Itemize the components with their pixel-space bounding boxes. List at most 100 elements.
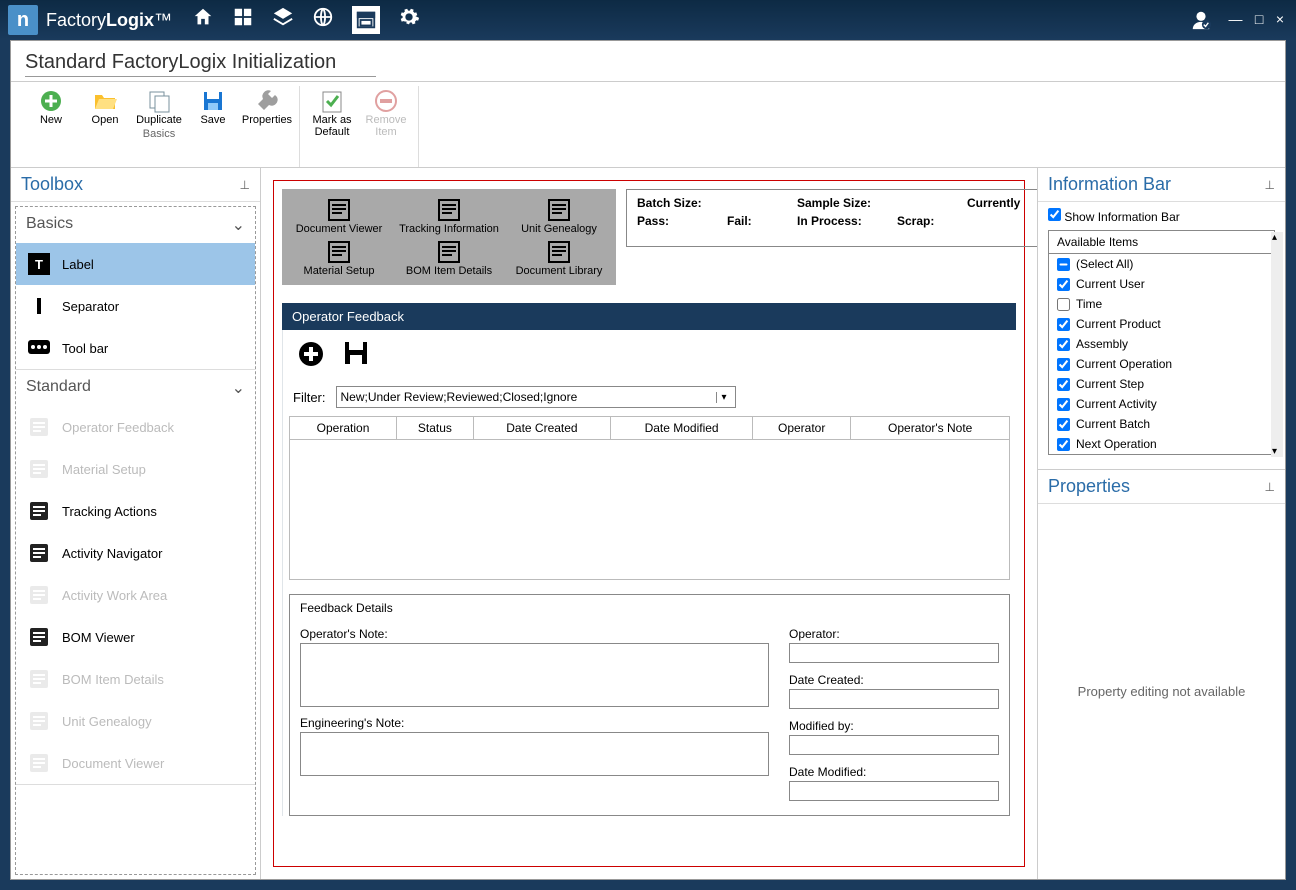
item-label: BOM Item Details bbox=[62, 672, 164, 687]
op-note-input[interactable] bbox=[300, 643, 769, 707]
feedback-details: Feedback Details Operator's Note: Engine… bbox=[289, 594, 1010, 816]
grey-item-document-library[interactable]: Document Library bbox=[504, 237, 614, 279]
remove-item-label: Remove Item bbox=[360, 114, 412, 138]
grey-item-document-viewer[interactable]: Document Viewer bbox=[284, 195, 394, 237]
toolbox-item-label[interactable]: TLabel bbox=[16, 243, 255, 285]
pin-icon[interactable]: ⊥ bbox=[1265, 480, 1275, 494]
date-modified-input[interactable] bbox=[789, 781, 999, 801]
grid-icon[interactable] bbox=[232, 6, 254, 28]
app-name-a: Factory bbox=[46, 10, 106, 30]
avail-item-current-activity[interactable]: Current Activity bbox=[1049, 394, 1274, 414]
toolbox-item-tracking-actions[interactable]: Tracking Actions bbox=[16, 490, 255, 532]
layers-icon[interactable] bbox=[272, 6, 294, 28]
section-basics-head[interactable]: Basics⌄ bbox=[16, 207, 255, 243]
item-icon bbox=[546, 197, 572, 223]
toolbox-item-unit-genealogy: Unit Genealogy bbox=[16, 700, 255, 742]
toolbox-item-bom-viewer[interactable]: BOM Viewer bbox=[16, 616, 255, 658]
toolbox-item-activity-navigator[interactable]: Activity Navigator bbox=[16, 532, 255, 574]
col-date-modified[interactable]: Date Modified bbox=[611, 417, 753, 440]
col-status[interactable]: Status bbox=[397, 417, 474, 440]
separator-icon bbox=[28, 295, 50, 317]
new-button[interactable]: New bbox=[25, 86, 77, 126]
properties-button[interactable]: Properties bbox=[241, 86, 293, 126]
info-bar-content: Show Information Bar Available Items (Se… bbox=[1038, 202, 1285, 461]
item-icon bbox=[436, 239, 462, 265]
operator-input[interactable] bbox=[789, 643, 999, 663]
modified-by-label: Modified by: bbox=[789, 719, 999, 733]
modified-by-input[interactable] bbox=[789, 735, 999, 755]
window-icon[interactable] bbox=[352, 6, 380, 34]
properties-body: Property editing not available bbox=[1038, 504, 1285, 879]
avail-item-label: Current Activity bbox=[1076, 397, 1157, 411]
grey-item-material-setup[interactable]: Material Setup bbox=[284, 237, 394, 279]
app-logo-icon: n bbox=[8, 5, 38, 35]
trademark: ™ bbox=[154, 10, 172, 30]
date-created-input[interactable] bbox=[789, 689, 999, 709]
open-button[interactable]: Open bbox=[79, 86, 131, 126]
new-icon bbox=[39, 88, 63, 114]
info-bar-title: Information Bar bbox=[1048, 174, 1171, 195]
duplicate-button[interactable]: Duplicate bbox=[133, 86, 185, 126]
col-operation[interactable]: Operation bbox=[290, 417, 397, 440]
col-operator-s-note[interactable]: Operator's Note bbox=[851, 417, 1010, 440]
user-icon[interactable] bbox=[1190, 9, 1212, 31]
grid-body[interactable] bbox=[289, 440, 1010, 580]
avail-item-label: Time bbox=[1076, 297, 1102, 311]
grey-toolbar: Document ViewerTracking InformationUnit … bbox=[282, 189, 616, 285]
pin-icon[interactable]: ⊥ bbox=[1265, 178, 1275, 192]
avail-item-label: Assembly bbox=[1076, 337, 1128, 351]
gear-icon[interactable] bbox=[398, 6, 420, 28]
avail-item-current-product[interactable]: Current Product bbox=[1049, 314, 1274, 334]
avail-item-current-user[interactable]: Current User bbox=[1049, 274, 1274, 294]
grey-row-2: Material SetupBOM Item DetailsDocument L… bbox=[284, 237, 614, 279]
save-button[interactable]: Save bbox=[187, 86, 239, 126]
properties-icon bbox=[255, 88, 279, 114]
close-button[interactable]: × bbox=[1276, 11, 1284, 27]
avail-item-current-operation[interactable]: Current Operation bbox=[1049, 354, 1274, 374]
save-icon[interactable] bbox=[343, 340, 369, 368]
col-operator[interactable]: Operator bbox=[753, 417, 851, 440]
eng-note-input[interactable] bbox=[300, 732, 769, 776]
col-date-created[interactable]: Date Created bbox=[473, 417, 610, 440]
show-info-bar-checkbox[interactable]: Show Information Bar bbox=[1048, 210, 1180, 224]
filter-dropdown[interactable]: New;Under Review;Reviewed;Closed;Ignore … bbox=[336, 386, 736, 408]
avail-item-current-batch[interactable]: Current Batch bbox=[1049, 414, 1274, 434]
scrollbar[interactable] bbox=[1271, 232, 1283, 457]
batch-info-box: Batch Size: Sample Size: Currently Pass:… bbox=[626, 189, 1037, 247]
toolbox-item-toolbar[interactable]: Tool bar bbox=[16, 327, 255, 369]
avail-item-time[interactable]: Time bbox=[1049, 294, 1274, 314]
add-icon[interactable] bbox=[297, 340, 325, 368]
maximize-button[interactable]: □ bbox=[1255, 11, 1263, 27]
app-body: Standard FactoryLogix Initialization New… bbox=[10, 40, 1286, 880]
sample-size-label: Sample Size: bbox=[797, 196, 897, 210]
avail-item-label: Current Batch bbox=[1076, 417, 1150, 431]
avail-item-assembly[interactable]: Assembly bbox=[1049, 334, 1274, 354]
grey-item-tracking-information[interactable]: Tracking Information bbox=[394, 195, 504, 237]
item-label: Activity Navigator bbox=[62, 546, 162, 561]
scrap-label: Scrap: bbox=[897, 214, 967, 228]
date-modified-label: Date Modified: bbox=[789, 765, 999, 779]
mark-default-button[interactable]: Mark as Default bbox=[306, 86, 358, 138]
avail-item-current-step[interactable]: Current Step bbox=[1049, 374, 1274, 394]
minimize-button[interactable]: — bbox=[1228, 11, 1242, 27]
toolbox-item-activity-work-area: Activity Work Area bbox=[16, 574, 255, 616]
grey-item-bom-item-details[interactable]: BOM Item Details bbox=[394, 237, 504, 279]
pin-icon[interactable]: ⊥ bbox=[240, 178, 250, 192]
avail-item-label: Current User bbox=[1076, 277, 1145, 291]
properties-label: Properties bbox=[242, 114, 292, 126]
avail-item-label: Current Step bbox=[1076, 377, 1144, 391]
dropdown-icon: ▾ bbox=[716, 392, 730, 403]
operator-feedback-bar: Operator Feedback bbox=[282, 303, 1016, 330]
section-standard-head[interactable]: Standard⌄ bbox=[16, 370, 255, 406]
item-icon bbox=[326, 239, 352, 265]
globe-icon[interactable] bbox=[312, 6, 334, 28]
grey-item-unit-genealogy[interactable]: Unit Genealogy bbox=[504, 195, 614, 237]
avail-item-next-operation[interactable]: Next Operation bbox=[1049, 434, 1274, 454]
toolbox-item-separator[interactable]: Separator bbox=[16, 285, 255, 327]
title-bar: n FactoryLogix™ — □ × bbox=[0, 0, 1296, 40]
home-icon[interactable] bbox=[192, 6, 214, 28]
item-label: Activity Work Area bbox=[62, 588, 167, 603]
ribbon-items-2: Mark as Default Remove Item bbox=[306, 86, 412, 138]
in-process-label: In Process: bbox=[797, 214, 897, 228]
avail-item--select-all-[interactable]: (Select All) bbox=[1049, 254, 1274, 274]
